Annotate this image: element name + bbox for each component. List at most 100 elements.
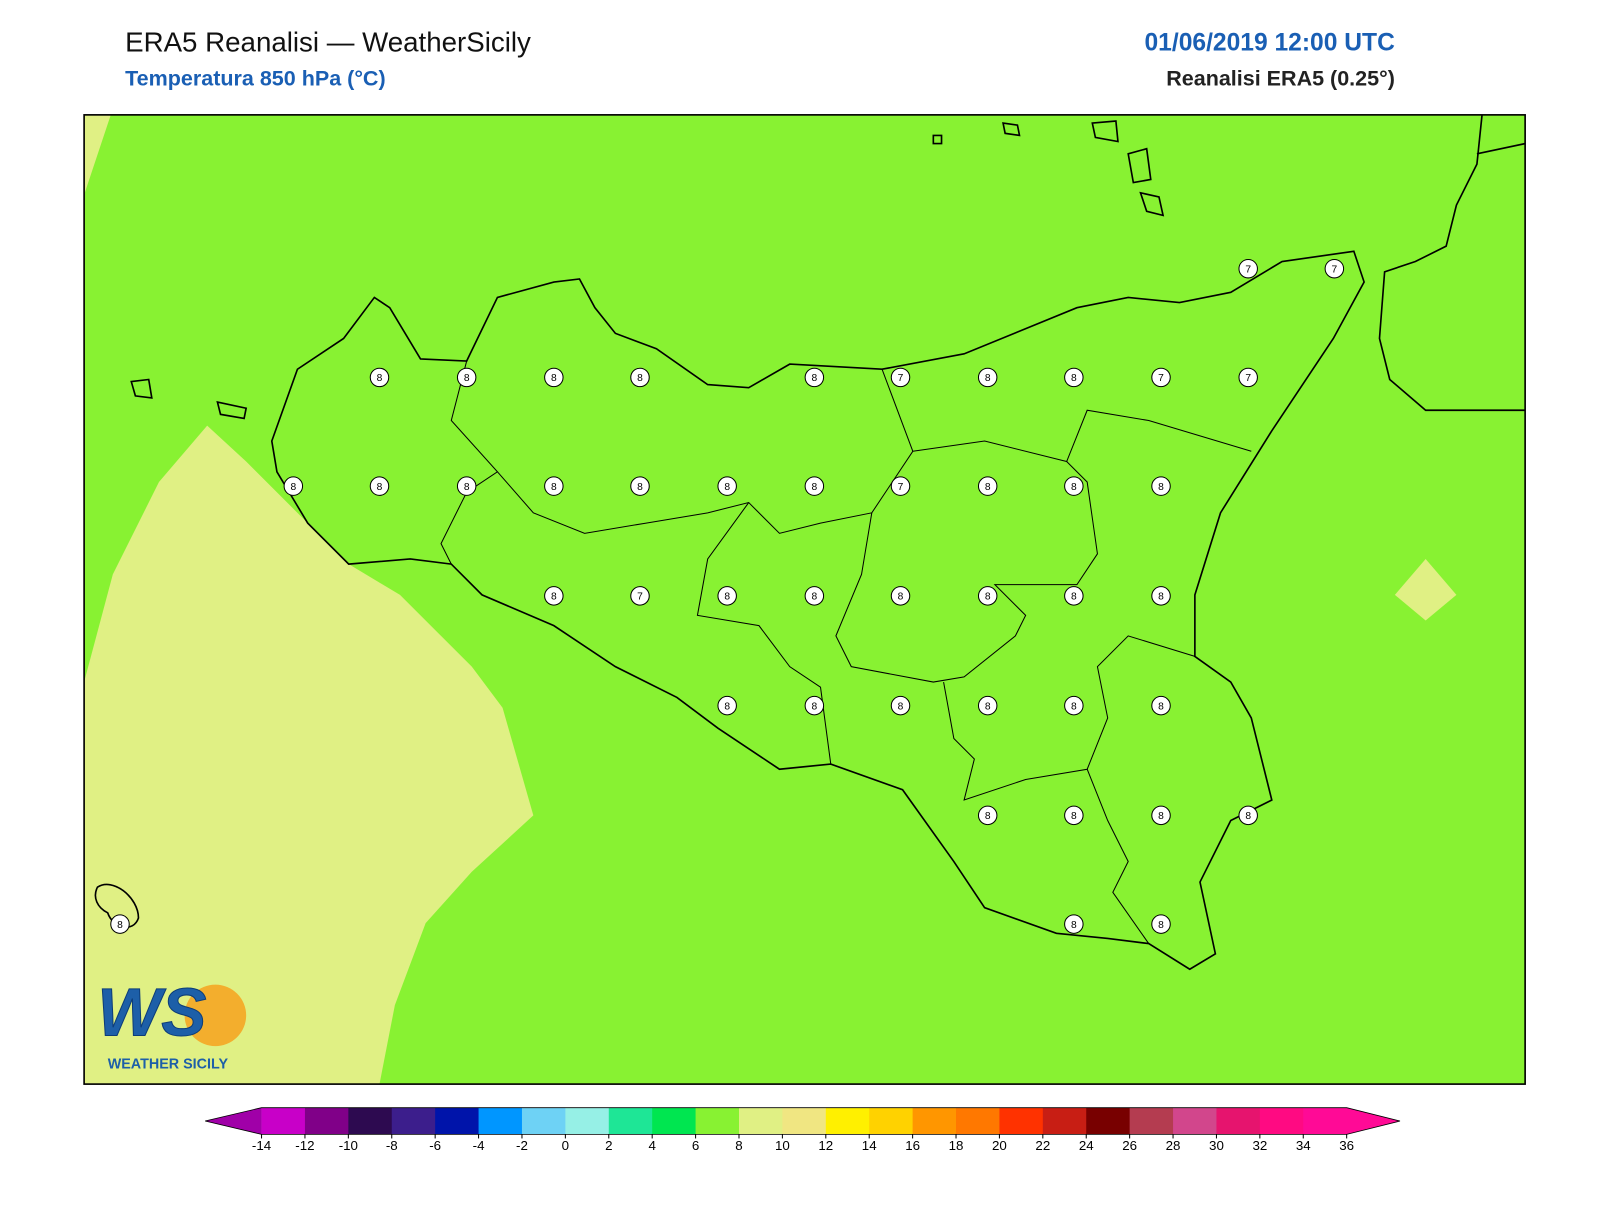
point-value: 8	[290, 482, 296, 493]
colorbar-segment	[1042, 1107, 1087, 1135]
colorbar-extend-high	[1346, 1107, 1400, 1135]
point-value: 7	[1158, 373, 1164, 384]
point-marker	[977, 476, 998, 496]
point-marker	[890, 367, 911, 388]
logo-mark: WS	[97, 975, 206, 1050]
colorbar-tick-label: -4	[473, 1138, 485, 1153]
colorbar-tick-label: 6	[692, 1138, 699, 1153]
point-value: 8	[724, 592, 730, 603]
point-value: 7	[898, 482, 904, 493]
colorbar-segment	[1129, 1107, 1174, 1135]
colorbar-segment	[261, 1107, 306, 1135]
point-value: 8	[1071, 701, 1077, 712]
colorbar-segment	[565, 1107, 610, 1135]
colorbar-tick-label: 30	[1209, 1138, 1224, 1153]
point-marker	[369, 367, 390, 388]
colorbar-tick-label: 22	[1035, 1138, 1050, 1153]
point-value: 8	[377, 373, 383, 384]
colorbar-tick-label: 24	[1079, 1138, 1094, 1153]
point-value: 8	[464, 482, 470, 493]
point-value: 7	[1332, 264, 1338, 275]
point-value: 8	[1245, 811, 1251, 822]
colorbar-segment	[478, 1107, 523, 1135]
point-marker	[1151, 695, 1171, 716]
colorbar-tick-label: 12	[818, 1138, 833, 1153]
point-value: 8	[464, 373, 470, 384]
colorbar-segment	[304, 1107, 349, 1135]
point-marker	[1064, 914, 1084, 934]
point-value: 8	[1071, 920, 1077, 931]
colorbar-tick-label: 14	[862, 1138, 877, 1153]
point-marker	[890, 476, 911, 496]
point-value: 8	[1071, 373, 1077, 384]
point-value: 8	[812, 482, 818, 493]
colorbar-tick-label: 2	[605, 1138, 612, 1153]
colorbar-tick-label: 10	[775, 1138, 790, 1153]
colorbar-segment	[1086, 1107, 1131, 1135]
colorbar-segment	[1173, 1107, 1217, 1135]
point-marker	[1064, 476, 1084, 496]
colorbar-segment	[912, 1107, 957, 1135]
field-warm	[84, 425, 534, 1085]
field-warm	[1394, 558, 1457, 621]
colorbar-tick-label: 4	[648, 1138, 656, 1153]
point-marker	[977, 805, 998, 826]
colorbar-segment	[782, 1107, 827, 1135]
point-value: 8	[985, 701, 991, 712]
colorbar-tick-label: -8	[386, 1138, 398, 1153]
point-value: 8	[1071, 811, 1077, 822]
colorbar-segment	[608, 1107, 653, 1135]
point-marker	[544, 586, 564, 606]
point-value: 8	[1158, 701, 1164, 712]
point-marker	[369, 476, 390, 496]
point-value: 8	[898, 592, 904, 603]
point-marker	[456, 367, 477, 388]
point-marker	[630, 476, 650, 496]
point-value: 8	[117, 920, 123, 931]
point-marker	[1151, 367, 1171, 388]
colorbar-segment	[652, 1107, 697, 1135]
point-value: 8	[1158, 811, 1164, 822]
point-marker	[804, 586, 825, 606]
point-value: 8	[637, 482, 643, 493]
point-marker	[1151, 914, 1171, 934]
point-value: 8	[1158, 592, 1164, 603]
point-marker	[1064, 586, 1084, 606]
point-marker	[890, 695, 911, 716]
map: 7 7 8 8 8 8 8 7 8 8 7 7 8 8 8 8 8 8 8 7 8 8 8 8 7 8 8 8 8 8 8 8 8 8 8 8 8 8 8 8…	[83, 114, 1526, 1085]
logo-name: WEATHER SICILY	[108, 1056, 229, 1072]
province-borders	[440, 360, 1252, 944]
colorbar-segment	[695, 1107, 740, 1135]
point-value: 8	[985, 373, 991, 384]
point-marker	[1064, 695, 1084, 716]
point-value: 8	[724, 482, 730, 493]
point-marker	[1238, 258, 1258, 279]
datetime: 01/06/2019 12:00 UTC	[1144, 30, 1395, 57]
colorbar-tick-label: -14	[252, 1138, 272, 1153]
point-value: 8	[898, 701, 904, 712]
point-marker	[1151, 586, 1171, 606]
colorbar-tick-label: 34	[1296, 1138, 1311, 1153]
point-value: 8	[637, 373, 643, 384]
point-marker	[630, 586, 650, 606]
point-value: 8	[724, 701, 730, 712]
colorbar-tick-label: -6	[429, 1138, 441, 1153]
point-value: 8	[985, 811, 991, 822]
colorbar-tick-label: 20	[992, 1138, 1007, 1153]
point-marker	[717, 476, 737, 496]
colorbar-segment	[825, 1107, 870, 1135]
colorbar-segment	[999, 1107, 1044, 1135]
point-marker	[1064, 805, 1084, 826]
colorbar-tick-label: 32	[1252, 1138, 1267, 1153]
point-value: 7	[1245, 264, 1251, 275]
colorbar-tick-label: 26	[1122, 1138, 1137, 1153]
point-marker	[544, 367, 564, 388]
point-value: 8	[1158, 920, 1164, 931]
colorbar-tick-label: 0	[562, 1138, 569, 1153]
point-marker	[1238, 805, 1258, 826]
point-value: 8	[1071, 592, 1077, 603]
source: Reanalisi ERA5 (0.25°)	[1166, 67, 1395, 91]
point-marker	[1324, 258, 1345, 279]
point-value: 8	[1071, 482, 1077, 493]
point-marker	[977, 586, 998, 606]
